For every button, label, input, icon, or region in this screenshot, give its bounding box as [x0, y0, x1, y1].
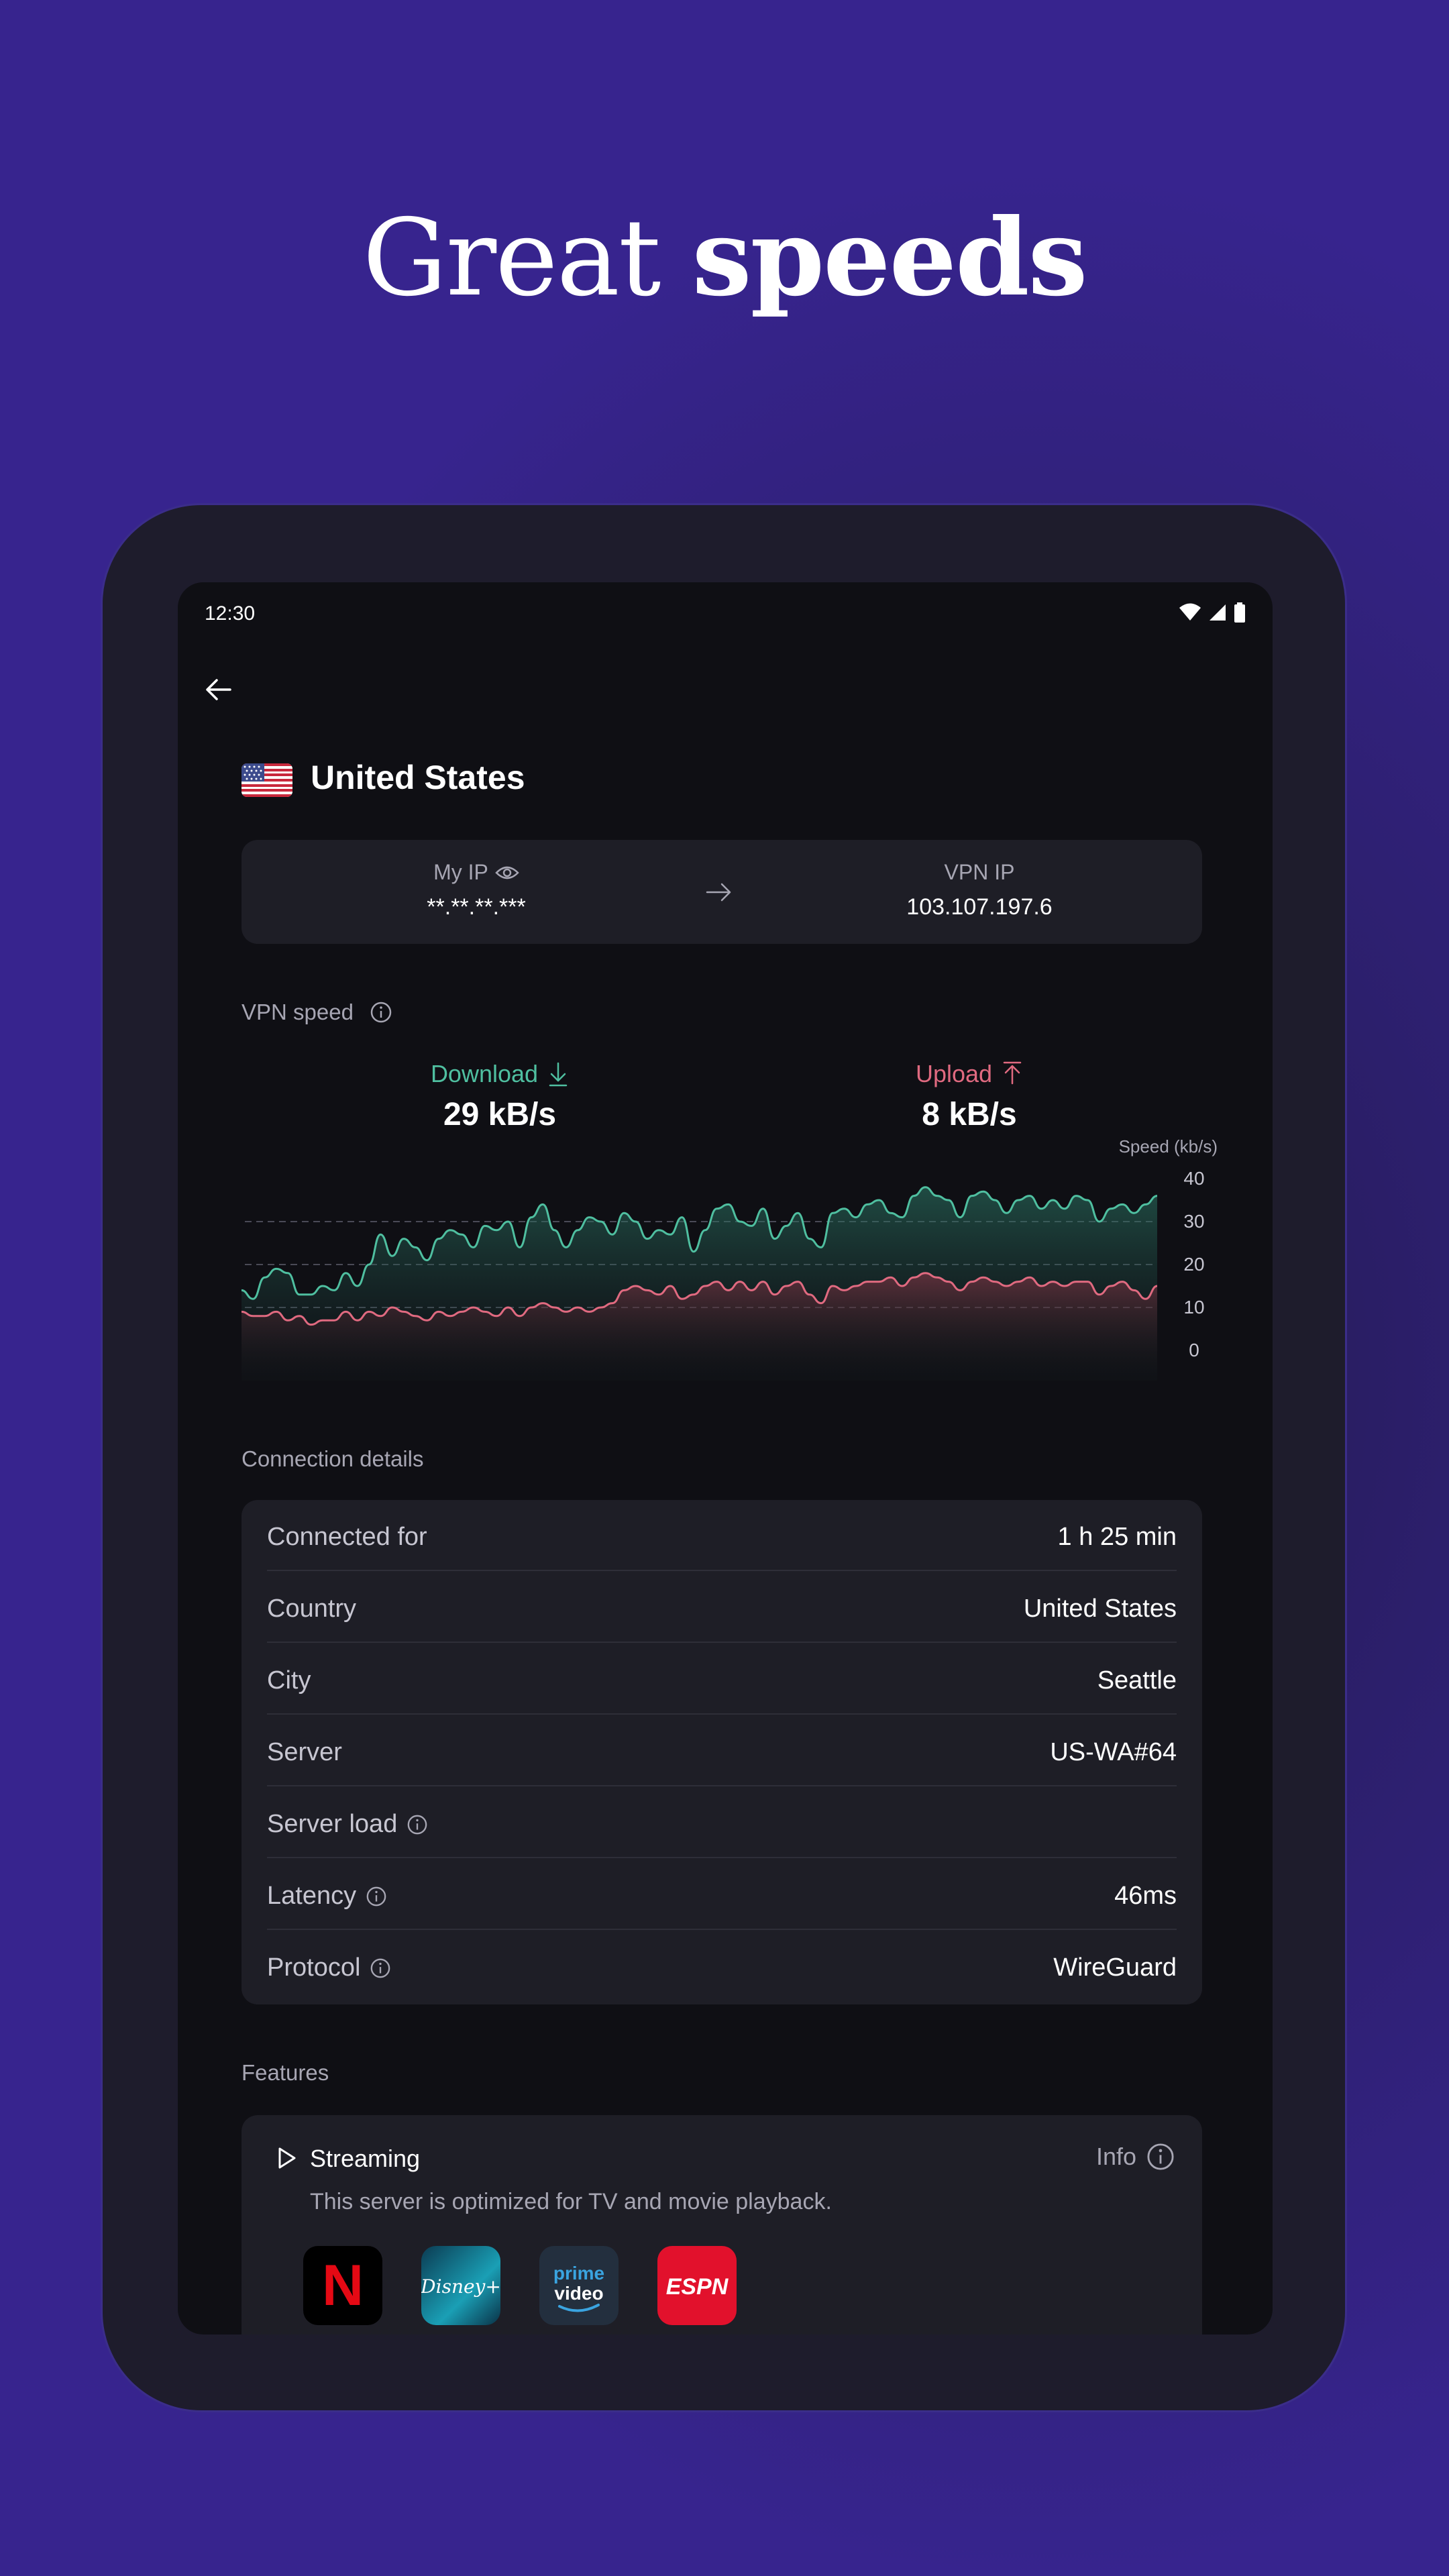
detail-label: Connected for — [267, 1523, 427, 1551]
ip-card: My IP **.**.**.*** VPN IP 103.107.197.6 — [241, 840, 1202, 944]
detail-label: Server load — [267, 1810, 428, 1839]
detail-value: 46ms — [1114, 1882, 1177, 1910]
info-icon[interactable] — [370, 1957, 391, 1979]
info-icon — [1147, 2143, 1174, 2170]
arrow-up-icon — [1003, 1061, 1022, 1085]
vpn-ip-label: VPN IP — [944, 860, 1015, 884]
detail-row-server-load: Server load — [267, 1787, 1177, 1858]
play-icon — [278, 2147, 296, 2169]
download-block: Download 29 kB/s — [399, 1060, 600, 1133]
info-icon[interactable] — [407, 1814, 428, 1835]
headline-light: Great — [362, 197, 692, 320]
vpn-ip-value: 103.107.197.6 — [906, 894, 1053, 920]
detail-row-city: City Seattle — [267, 1644, 1177, 1715]
status-time: 12:30 — [205, 602, 256, 625]
arrow-left-icon — [206, 679, 231, 700]
features-label: Features — [241, 2060, 329, 2085]
my-ip-block: My IP **.**.**.*** — [356, 860, 597, 920]
eye-icon[interactable] — [495, 865, 519, 881]
detail-value: 1 h 25 min — [1057, 1523, 1177, 1551]
detail-value: WireGuard — [1053, 1953, 1177, 1982]
my-ip-value: **.**.**.*** — [427, 894, 526, 920]
streaming-feature-card: Streaming Info This server is optimized … — [241, 2115, 1202, 2334]
detail-label: City — [267, 1666, 311, 1695]
svg-text:Disney+: Disney+ — [421, 2275, 500, 2298]
download-label-row: Download — [399, 1060, 600, 1088]
netflix-logo: N — [303, 2246, 382, 2325]
download-value: 29 kB/s — [443, 1097, 557, 1132]
upload-label: Upload — [915, 1060, 993, 1087]
arrow-right-icon — [706, 883, 731, 902]
page-headline: Great speeds — [0, 198, 1449, 319]
chart-y-tick: 10 — [1183, 1297, 1204, 1318]
prime-video-logo: prime video — [539, 2246, 619, 2325]
chart-y-tick: 0 — [1189, 1340, 1199, 1360]
detail-value: United States — [1023, 1595, 1177, 1623]
detail-row-protocol: Protocol WireGuard — [267, 1931, 1177, 2002]
headline-bold: speeds — [692, 196, 1088, 320]
wifi-icon — [1179, 603, 1201, 621]
chart-y-axis-title: Speed (kb/s) — [1119, 1139, 1218, 1157]
us-flag-icon — [241, 763, 292, 797]
streaming-info-button[interactable]: Info — [1096, 2142, 1175, 2171]
svg-text:N: N — [322, 2253, 364, 2318]
connection-details-label: Connection details — [241, 1446, 424, 1471]
info-label: Info — [1095, 2143, 1136, 2170]
detail-row-server: Server US-WA#64 — [267, 1715, 1177, 1786]
detail-label: Server — [267, 1738, 342, 1766]
detail-label: Protocol — [267, 1953, 391, 1982]
arrow-down-icon — [549, 1062, 568, 1087]
upload-label-row: Upload — [869, 1060, 1070, 1088]
streaming-title: Streaming — [310, 2145, 421, 2172]
svg-text:prime: prime — [553, 2263, 604, 2284]
upload-area — [241, 1273, 1157, 1381]
battery-icon — [1234, 602, 1245, 623]
detail-value: Seattle — [1097, 1666, 1177, 1695]
upload-block: Upload 8 kB/s — [869, 1060, 1070, 1133]
my-ip-label: My IP — [433, 860, 488, 884]
info-icon[interactable] — [370, 1001, 392, 1024]
server-country-title: United States — [311, 759, 525, 796]
info-icon[interactable] — [366, 1886, 387, 1907]
disney-plus-logo: Disney+ — [421, 2246, 500, 2325]
cellular-icon — [1210, 604, 1226, 621]
detail-label: Country — [267, 1595, 357, 1623]
detail-row-connected-for: Connected for 1 h 25 min — [267, 1500, 1177, 1571]
espn-logo: ESPN — [657, 2246, 737, 2325]
vpn-ip-block: VPN IP 103.107.197.6 — [845, 860, 1114, 920]
download-line — [241, 1186, 1158, 1300]
detail-row-country: Country United States — [267, 1572, 1177, 1643]
vpn-speed-label: VPN speed — [241, 1000, 354, 1024]
detail-row-latency: Latency 46ms — [267, 1859, 1177, 1930]
connection-details-card: Connected for 1 h 25 min Country United … — [241, 1500, 1202, 2004]
svg-text:video: video — [554, 2283, 603, 2304]
chart-y-tick: 40 — [1183, 1168, 1204, 1189]
back-button[interactable] — [198, 669, 238, 710]
speed-chart: Speed (kb/s) 40 30 20 10 0 — [241, 1139, 1218, 1381]
streaming-description: This server is optimized for TV and movi… — [310, 2189, 832, 2214]
download-label: Download — [430, 1060, 539, 1087]
app-screen: 12:30 United States — [178, 582, 1273, 2334]
vpn-speed-header: VPN speed — [241, 1000, 392, 1025]
chart-y-tick: 20 — [1183, 1254, 1204, 1275]
my-ip-label-row: My IP — [356, 860, 597, 885]
chart-y-tick: 30 — [1183, 1211, 1204, 1232]
upload-line — [241, 1272, 1158, 1326]
svg-text:ESPN: ESPN — [666, 2274, 729, 2300]
detail-label: Latency — [267, 1882, 387, 1911]
upload-value: 8 kB/s — [922, 1097, 1017, 1132]
status-icons — [1179, 602, 1246, 623]
detail-value: US-WA#64 — [1050, 1738, 1177, 1766]
